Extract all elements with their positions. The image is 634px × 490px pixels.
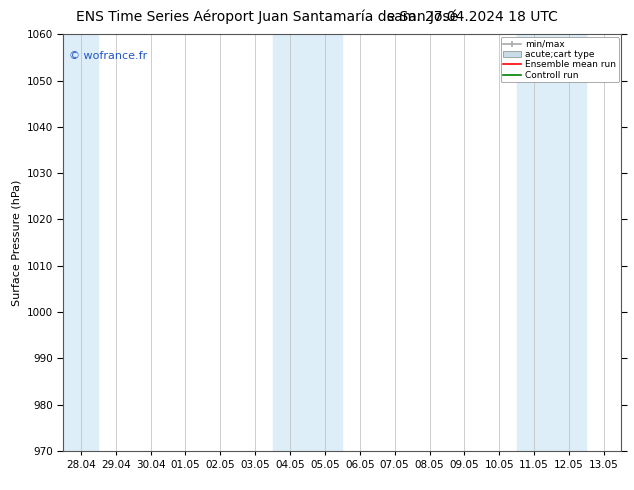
Y-axis label: Surface Pressure (hPa): Surface Pressure (hPa) — [11, 179, 21, 306]
Text: ENS Time Series Aéroport Juan Santamaría de San José: ENS Time Series Aéroport Juan Santamaría… — [76, 10, 458, 24]
Legend: min/max, acute;cart type, Ensemble mean run, Controll run: min/max, acute;cart type, Ensemble mean … — [500, 37, 619, 82]
Text: sam. 27.04.2024 18 UTC: sam. 27.04.2024 18 UTC — [387, 10, 558, 24]
Bar — [517, 34, 586, 451]
Bar — [273, 34, 342, 451]
Bar — [63, 34, 98, 451]
Text: © wofrance.fr: © wofrance.fr — [69, 51, 147, 61]
